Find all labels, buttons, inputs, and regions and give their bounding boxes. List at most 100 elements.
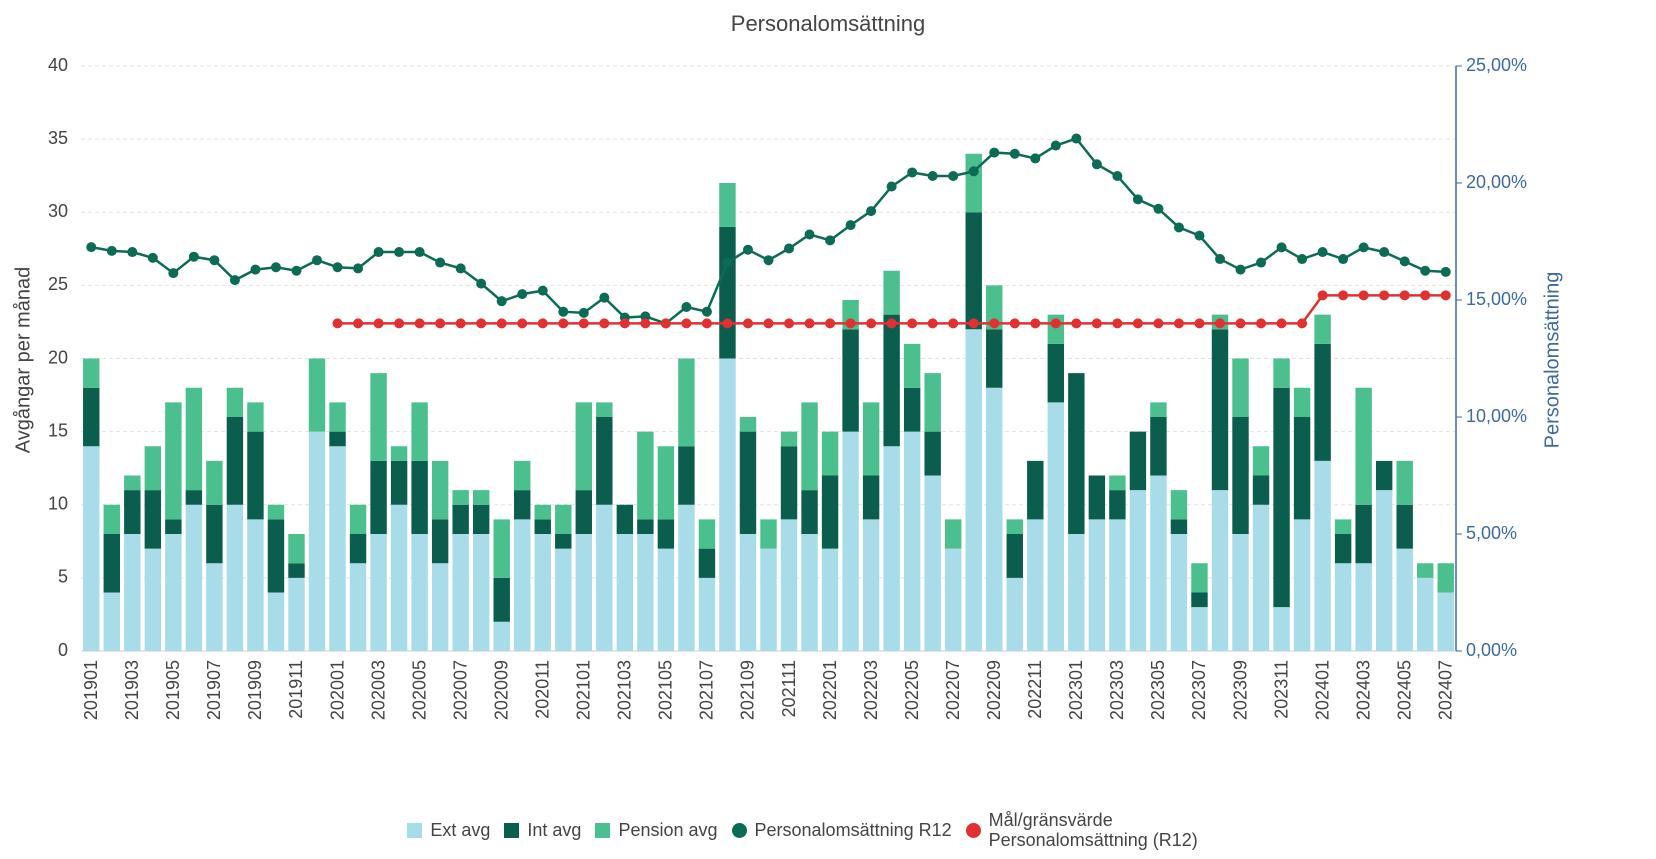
bar-segment	[1027, 460, 1044, 520]
bar-segment	[842, 431, 859, 651]
line-point	[373, 318, 384, 329]
line-point	[537, 318, 548, 329]
line-point	[701, 318, 712, 329]
bar-segment	[760, 548, 777, 651]
bar-segment	[555, 504, 572, 534]
legend-item[interactable]: Personalomsättning R12	[731, 820, 952, 840]
legend-item[interactable]: Pension avg	[595, 820, 718, 840]
line-point	[825, 318, 836, 329]
x-tick-label: 202303	[1107, 660, 1127, 720]
line-point	[1030, 318, 1041, 329]
x-tick-label: 202203	[861, 660, 881, 720]
bar-segment	[390, 460, 408, 505]
line-point	[1194, 230, 1205, 241]
bar-segment	[575, 402, 593, 491]
bar-segment	[226, 387, 244, 417]
line-point	[948, 318, 959, 329]
bar-segment	[308, 431, 326, 651]
line-point	[1256, 318, 1267, 329]
line-point	[1214, 318, 1225, 329]
bar-segment	[1355, 504, 1372, 564]
x-tick-label: 202407	[1435, 660, 1455, 720]
bar-segment	[616, 504, 634, 534]
x-tick-label: 202103	[615, 660, 635, 720]
y-tick-label: 10	[48, 494, 68, 514]
bar-segment	[288, 534, 305, 564]
line-point	[250, 264, 261, 275]
bar-segment	[247, 431, 264, 520]
line-point	[517, 289, 528, 300]
line-point	[701, 306, 712, 317]
bar-segment	[1396, 548, 1413, 651]
line-point	[1071, 318, 1082, 329]
bar-segment	[903, 431, 921, 651]
bar-segment	[1211, 329, 1229, 491]
bar-segment	[1314, 343, 1331, 461]
line-point	[1132, 318, 1143, 329]
legend-item[interactable]: Mål/gränsvärde Personalomsättning (R12)	[965, 810, 1249, 850]
legend-swatch	[504, 822, 520, 838]
line-point	[948, 170, 959, 181]
legend-item[interactable]: Int avg	[504, 820, 581, 840]
line-point	[886, 318, 897, 329]
bar-segment	[678, 446, 695, 505]
bar-segment	[411, 534, 428, 651]
line	[91, 137, 1446, 325]
line-point	[1091, 318, 1102, 329]
line-point	[968, 318, 979, 329]
bar-segment	[596, 402, 613, 417]
line-point	[1132, 194, 1143, 205]
line-point	[394, 318, 405, 329]
x-tick-label: 202405	[1394, 660, 1414, 720]
line-point	[373, 247, 384, 258]
bar-segment	[986, 285, 1003, 330]
bar-segment	[1355, 387, 1372, 505]
bar-segment	[1273, 358, 1290, 388]
bar-segment	[83, 387, 100, 447]
line-point	[1112, 170, 1123, 181]
x-tick-label: 202307	[1189, 660, 1209, 720]
y2-tick-label: 25,00%	[1466, 55, 1527, 75]
line-point	[1091, 159, 1102, 170]
bar-segment	[780, 431, 798, 447]
line-point	[866, 206, 877, 217]
x-tick-label: 202207	[943, 660, 963, 720]
x-tick-label: 202209	[984, 660, 1004, 720]
bar-segment	[1252, 504, 1270, 651]
bar-segment	[801, 534, 818, 651]
x-tick-label: 202007	[450, 660, 470, 720]
bar-segment	[1109, 490, 1126, 520]
line-point	[1214, 254, 1225, 265]
bar-segment	[637, 519, 654, 534]
line-point	[455, 263, 466, 274]
line-point	[722, 257, 733, 268]
bar-segment	[452, 534, 469, 651]
bar-segment	[1088, 475, 1106, 520]
bar-segment	[431, 460, 449, 520]
bar-segment	[821, 431, 839, 476]
bar-segment	[514, 519, 531, 651]
line-point	[1112, 318, 1123, 329]
bar-segment	[924, 373, 941, 432]
line-point	[825, 235, 836, 246]
line-point	[1235, 318, 1246, 329]
line-point	[1338, 290, 1349, 301]
legend-item[interactable]: Ext avg	[407, 820, 490, 840]
line-point	[1276, 242, 1287, 253]
x-tick-label: 201911	[286, 660, 306, 719]
bar-segment	[657, 548, 675, 651]
bar-segment	[1293, 519, 1311, 651]
bar-segment	[616, 534, 634, 651]
bar-segment	[862, 402, 880, 476]
bar-segment	[760, 519, 777, 549]
x-tick-label: 202001	[327, 660, 347, 720]
bar-segment	[821, 548, 839, 651]
bar-segment	[1191, 563, 1208, 593]
line-point	[1050, 140, 1061, 151]
bar-segment	[165, 534, 182, 651]
line-point	[1153, 203, 1164, 214]
legend-label: Ext avg	[430, 820, 491, 840]
line-point	[927, 318, 938, 329]
bar-segment	[83, 446, 100, 651]
